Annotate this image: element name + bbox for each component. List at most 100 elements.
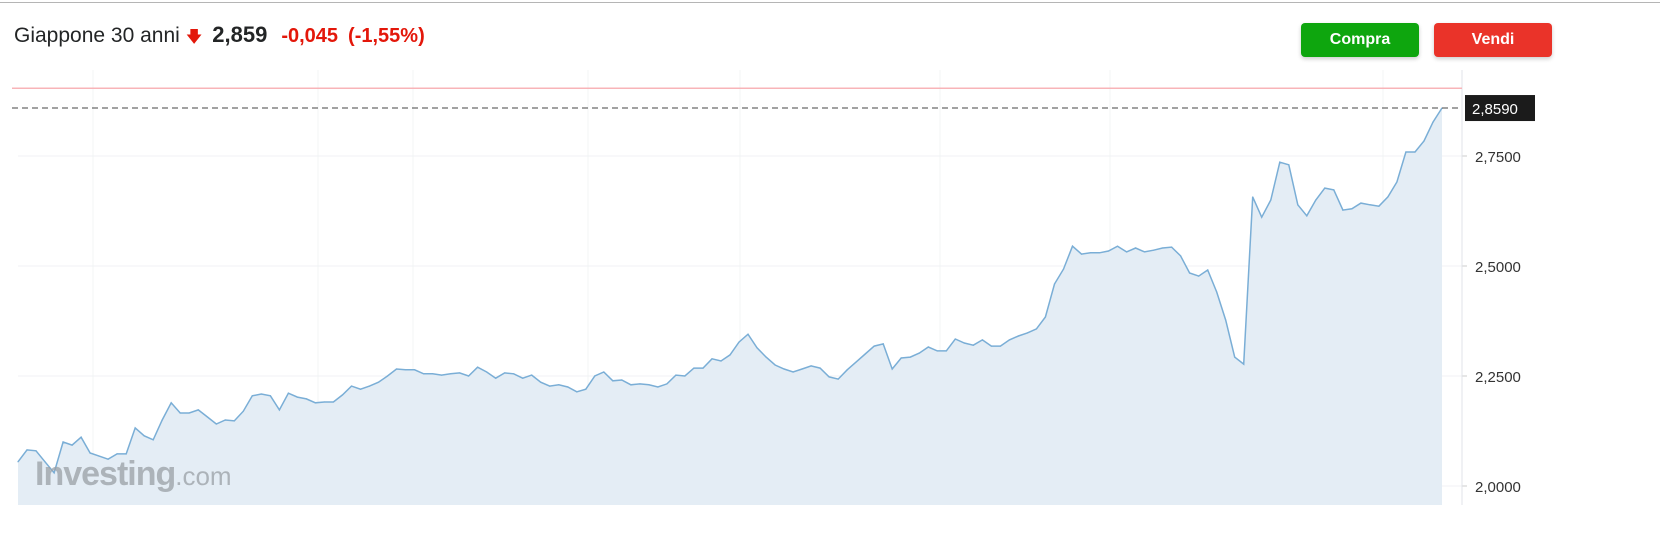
- data-point: [1171, 246, 1173, 248]
- last-price-label: 2,8590: [1472, 101, 1518, 118]
- arrow-down-icon: 🡇: [185, 29, 203, 46]
- data-point: [260, 393, 262, 395]
- price-change-percent: (-1,55%): [348, 25, 425, 47]
- data-point: [1378, 205, 1380, 207]
- data-point: [1207, 269, 1209, 271]
- data-point: [540, 381, 542, 383]
- data-point: [846, 369, 848, 371]
- data-point: [1071, 245, 1074, 247]
- data-point: [1008, 339, 1010, 341]
- data-point: [477, 366, 479, 368]
- data-point: [963, 342, 965, 344]
- data-point: [981, 339, 983, 341]
- data-point: [1035, 328, 1038, 330]
- data-point: [188, 412, 190, 414]
- data-point: [990, 345, 992, 347]
- data-point: [1026, 332, 1029, 334]
- data-point: [630, 384, 632, 386]
- data-point: [702, 367, 704, 369]
- data-point: [693, 367, 695, 369]
- data-point: [567, 386, 569, 388]
- data-point: [720, 360, 722, 362]
- data-point: [648, 384, 650, 386]
- sell-button[interactable]: Vendi: [1434, 23, 1552, 57]
- data-point: [1306, 215, 1308, 217]
- data-point: [828, 376, 830, 378]
- data-point: [1342, 209, 1344, 211]
- data-point: [639, 383, 641, 385]
- logo-suffix: .com: [175, 461, 232, 491]
- data-point: [1134, 247, 1137, 249]
- data-point: [332, 401, 335, 403]
- data-point: [999, 345, 1001, 347]
- data-point: [621, 379, 623, 381]
- data-point: [1234, 356, 1236, 358]
- data-point: [359, 388, 362, 390]
- data-point: [504, 372, 506, 374]
- data-point: [783, 368, 785, 370]
- data-point: [386, 375, 389, 377]
- data-point: [684, 375, 686, 377]
- data-point: [197, 409, 199, 411]
- data-point: [594, 375, 596, 377]
- data-point: [1198, 275, 1200, 277]
- data-point: [549, 385, 551, 387]
- data-point: [1107, 250, 1110, 252]
- data-point: [314, 402, 317, 404]
- data-point: [1333, 189, 1335, 191]
- data-point: [738, 341, 740, 343]
- data-point: [1189, 272, 1191, 274]
- data-point: [98, 455, 100, 457]
- data-point: [882, 343, 884, 345]
- y-tick-label: 2,0000: [1475, 479, 1521, 496]
- data-point: [468, 375, 470, 377]
- data-point: [80, 436, 82, 438]
- data-point: [1414, 151, 1416, 153]
- data-point: [179, 412, 181, 414]
- data-point: [1143, 251, 1146, 253]
- data-point: [459, 372, 461, 374]
- y-tick-label: 2,7500: [1475, 149, 1521, 166]
- data-point: [134, 427, 136, 429]
- data-point: [603, 371, 605, 373]
- buy-button[interactable]: Compra: [1301, 23, 1419, 57]
- data-point: [1162, 247, 1164, 249]
- data-point: [531, 374, 533, 376]
- data-point: [558, 384, 560, 386]
- data-point: [711, 358, 713, 360]
- data-point: [1288, 164, 1290, 166]
- data-point: [1089, 252, 1092, 254]
- data-point: [918, 352, 920, 354]
- data-point: [954, 338, 956, 340]
- data-point: [62, 441, 64, 443]
- data-point: [350, 385, 353, 387]
- data-point: [495, 377, 497, 379]
- price-change: -0,045: [281, 25, 339, 47]
- data-point: [1216, 291, 1218, 293]
- data-point: [522, 377, 524, 379]
- data-point: [404, 369, 407, 371]
- data-point: [206, 416, 208, 418]
- data-point: [1270, 199, 1272, 201]
- data-point: [1360, 202, 1362, 204]
- data-point: [89, 452, 91, 454]
- data-point: [305, 398, 308, 400]
- data-point: [729, 354, 731, 356]
- data-point: [215, 423, 217, 425]
- data-point: [1017, 335, 1020, 337]
- data-point: [395, 368, 398, 370]
- data-point: [1116, 245, 1119, 247]
- data-point: [576, 391, 578, 393]
- data-point: [269, 395, 271, 397]
- data-point: [44, 461, 46, 463]
- data-point: [35, 450, 37, 452]
- data-point: [756, 347, 758, 349]
- data-point: [143, 435, 145, 437]
- data-point: [431, 373, 434, 375]
- data-point: [233, 420, 235, 422]
- data-point: [1396, 181, 1398, 183]
- data-point: [1387, 196, 1389, 198]
- data-point: [170, 402, 172, 404]
- data-point: [1432, 121, 1434, 123]
